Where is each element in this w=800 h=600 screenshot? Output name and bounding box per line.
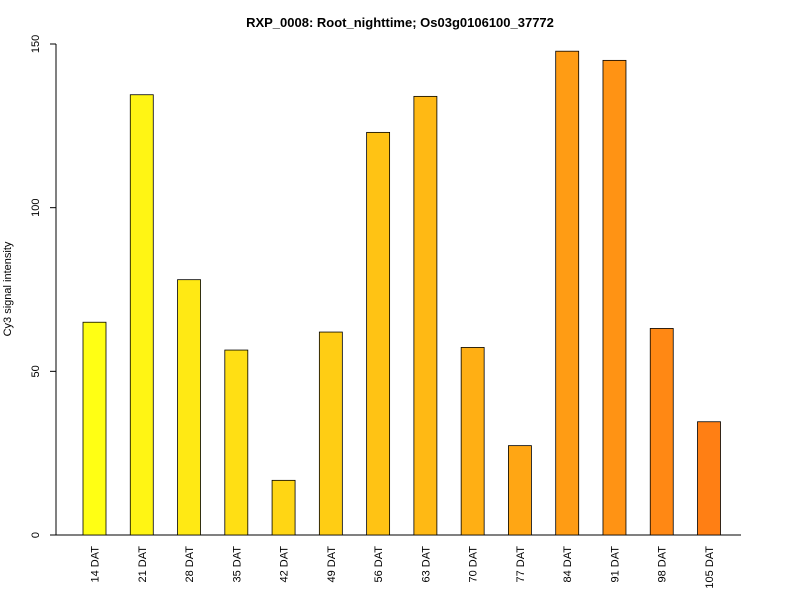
bar: [697, 421, 721, 536]
y-tick-label: 0: [30, 532, 42, 538]
bar: [649, 328, 674, 536]
x-tick-label: 91 DAT: [609, 546, 621, 583]
y-axis-label: Cy3 signal intensity: [2, 241, 14, 336]
x-tick-label: 49 DAT: [326, 546, 338, 583]
chart-title: RXP_0008: Root_nighttime; Os03g0106100_3…: [246, 15, 554, 30]
x-tick-label: 56 DAT: [373, 546, 385, 583]
bar: [271, 479, 296, 536]
y-tick-label: 150: [30, 35, 42, 53]
bar: [602, 59, 627, 536]
x-tick-label: 105 DAT: [704, 546, 716, 589]
x-tick-label: 84 DAT: [562, 546, 574, 583]
bar: [224, 349, 249, 536]
bar: [318, 331, 343, 536]
x-tick-label: 28 DAT: [184, 546, 196, 583]
x-tick-label: 70 DAT: [468, 546, 480, 583]
bar: [82, 321, 107, 536]
x-tick-label: 21 DAT: [137, 546, 149, 583]
bars: [82, 50, 721, 536]
x-ticks: 14 DAT 21 DAT 28 DAT 35 DAT 42 DAT 49 DAT 56 D…: [90, 546, 717, 589]
x-tick-label: 42 DAT: [279, 546, 291, 583]
bar: [413, 95, 438, 536]
bar: [555, 50, 580, 536]
bar: [366, 131, 391, 536]
bar: [177, 279, 201, 536]
x-tick-label: 35 DAT: [231, 546, 243, 583]
bar: [460, 347, 485, 536]
y-tick-label: 50: [30, 365, 42, 377]
x-tick-label: 77 DAT: [515, 546, 527, 583]
bar: [129, 94, 154, 536]
x-tick-label: 98 DAT: [657, 546, 669, 583]
y-ticks: 0 50 100 150: [30, 35, 56, 538]
y-tick-label: 100: [30, 198, 42, 216]
x-tick-label: 14 DAT: [90, 546, 102, 583]
x-tick-label: 63 DAT: [420, 546, 432, 583]
bar: [508, 445, 532, 536]
